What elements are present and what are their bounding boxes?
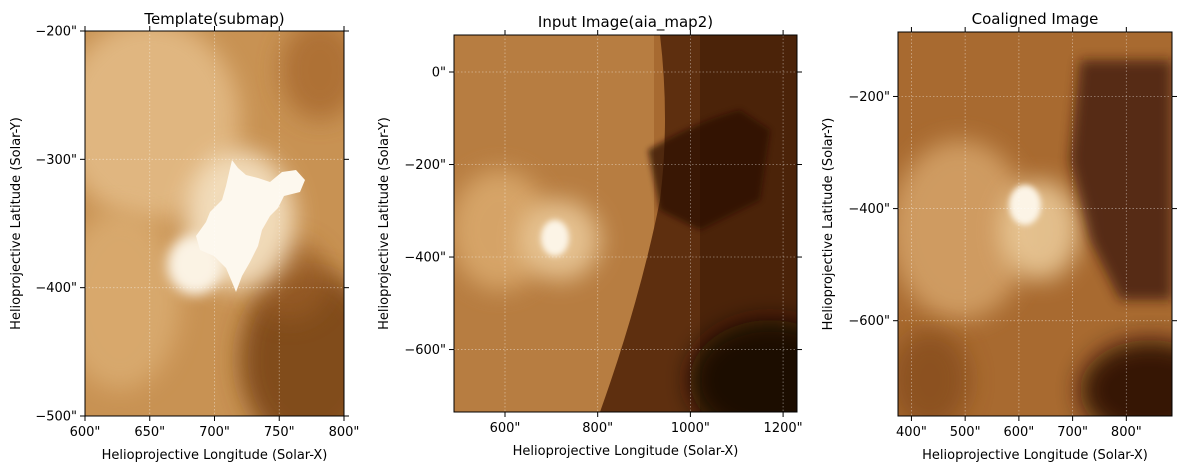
x-tick-label: 600" (70, 425, 101, 440)
x-tick-label: 400" (896, 425, 927, 440)
axes-layer: 600" 650" 700" 750" 800" −200" −300" −400" −500"… (9, 10, 1177, 463)
y-axis-label: Helioprojective Latitude (Solar-Y) (9, 117, 24, 330)
y-tick-label: −600" (404, 343, 446, 358)
x-tick-label: 800" (329, 425, 360, 440)
y-tick-label: −200" (404, 158, 446, 173)
y-tick-label: −600" (848, 314, 890, 329)
x-tick-label: 600" (1003, 425, 1034, 440)
panel-1-image (85, 31, 344, 416)
y-tick-label: 0" (432, 66, 446, 81)
chart-title: Input Image(aia_map2) (538, 13, 713, 32)
x-tick-label: 700" (1057, 425, 1088, 440)
y-axis-label: Helioprojective Latitude (Solar-Y) (377, 117, 392, 330)
panel-2-image (454, 35, 797, 412)
x-tick-label: 500" (950, 425, 981, 440)
y-tick-label: −200" (848, 90, 890, 105)
y-tick-label: −500" (35, 410, 77, 425)
chart-title: Template(submap) (143, 10, 284, 28)
x-tick-label: 750" (264, 425, 295, 440)
x-tick-label: 700" (199, 425, 230, 440)
axes-frame (453, 34, 798, 413)
y-tick-label: −300" (35, 153, 77, 168)
x-tick-label: 600" (490, 421, 521, 436)
axes-frame (897, 31, 1173, 417)
y-axis-label: Helioprojective Latitude (Solar-Y) (821, 118, 836, 331)
chart-title: Coaligned Image (972, 10, 1099, 28)
x-axis-label: Helioprojective Longitude (Solar-X) (513, 444, 739, 459)
y-tick-label: −400" (35, 281, 77, 296)
x-tick-label: 800" (582, 421, 613, 436)
y-tick-label: −200" (35, 25, 77, 40)
x-axis-label: Helioprojective Longitude (Solar-X) (922, 448, 1148, 463)
x-tick-label: 800" (1111, 425, 1142, 440)
y-tick-label: −400" (404, 251, 446, 266)
x-tick-label: 650" (134, 425, 165, 440)
x-tick-label: 1200" (764, 421, 803, 436)
x-axis-label: Helioprojective Longitude (Solar-X) (102, 448, 328, 463)
x-tick-label: 1000" (671, 421, 710, 436)
panel-3-image (898, 32, 1172, 416)
y-tick-label: −400" (848, 202, 890, 217)
